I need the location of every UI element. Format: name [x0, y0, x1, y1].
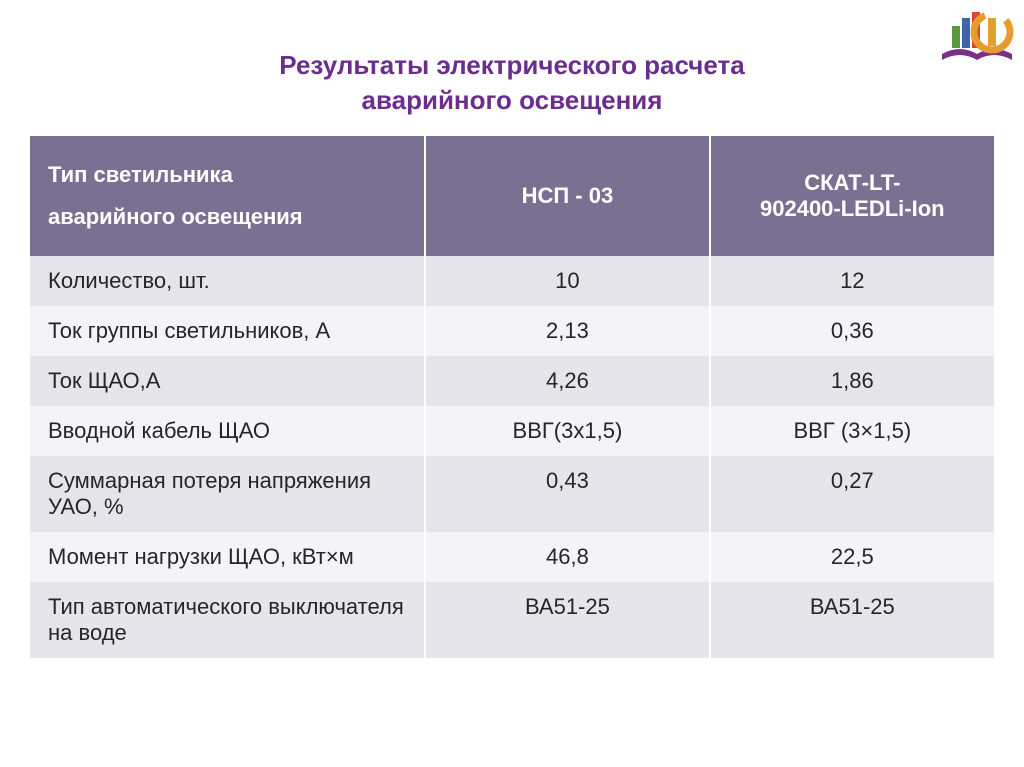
col-header-nsp: НСП - 03 — [425, 136, 709, 256]
row-label: Тип автоматического выключателя на воде — [30, 582, 425, 658]
row-label: Момент нагрузки ЩАО, кВт×м — [30, 532, 425, 582]
row-c2: 10 — [425, 256, 709, 306]
title-line-1: Результаты электрического расчета — [279, 50, 744, 80]
row-c3: 0,27 — [710, 456, 994, 532]
col-header-skat: СКАТ-LT- 902400-LEDLi-Ion — [710, 136, 994, 256]
row-c2: 46,8 — [425, 532, 709, 582]
col-header-type: Тип светильника аварийного освещения — [30, 136, 425, 256]
col-header-skat-l2: 902400-LEDLi-Ion — [760, 196, 945, 221]
table-row: Суммарная потеря напряжения УАО, % 0,43 … — [30, 456, 994, 532]
row-c3: ВВГ (3×1,5) — [710, 406, 994, 456]
row-c2: ВА51-25 — [425, 582, 709, 658]
results-table: Тип светильника аварийного освещения НСП… — [30, 136, 994, 658]
table-header-row: Тип светильника аварийного освещения НСП… — [30, 136, 994, 256]
col-header-nsp-l1: НСП - 03 — [522, 183, 614, 208]
col-header-skat-l1: СКАТ-LT- — [804, 170, 900, 195]
col-header-type-l1: Тип светильника — [48, 162, 233, 187]
row-c2: 2,13 — [425, 306, 709, 356]
row-label: Ток ЩАО,А — [30, 356, 425, 406]
table-row: Тип автоматического выключателя на воде … — [30, 582, 994, 658]
institution-logo-icon — [938, 4, 1016, 64]
results-table-wrap: Тип светильника аварийного освещения НСП… — [30, 136, 994, 658]
table-row: Вводной кабель ЩАО ВВГ(3х1,5) ВВГ (3×1,5… — [30, 406, 994, 456]
col-header-type-l2: аварийного освещения — [48, 204, 303, 229]
table-row: Количество, шт. 10 12 — [30, 256, 994, 306]
row-c3: 0,36 — [710, 306, 994, 356]
table-row: Ток группы светильников, А 2,13 0,36 — [30, 306, 994, 356]
page-title: Результаты электрического расчета аварий… — [0, 0, 1024, 136]
row-c3: 12 — [710, 256, 994, 306]
row-label: Вводной кабель ЩАО — [30, 406, 425, 456]
row-c2: ВВГ(3х1,5) — [425, 406, 709, 456]
table-row: Момент нагрузки ЩАО, кВт×м 46,8 22,5 — [30, 532, 994, 582]
row-c2: 4,26 — [425, 356, 709, 406]
row-c3: 1,86 — [710, 356, 994, 406]
row-label: Суммарная потеря напряжения УАО, % — [30, 456, 425, 532]
row-c3: ВА51-25 — [710, 582, 994, 658]
title-line-2: аварийного освещения — [362, 85, 663, 115]
row-c2: 0,43 — [425, 456, 709, 532]
row-label: Количество, шт. — [30, 256, 425, 306]
table-row: Ток ЩАО,А 4,26 1,86 — [30, 356, 994, 406]
row-c3: 22,5 — [710, 532, 994, 582]
row-label: Ток группы светильников, А — [30, 306, 425, 356]
